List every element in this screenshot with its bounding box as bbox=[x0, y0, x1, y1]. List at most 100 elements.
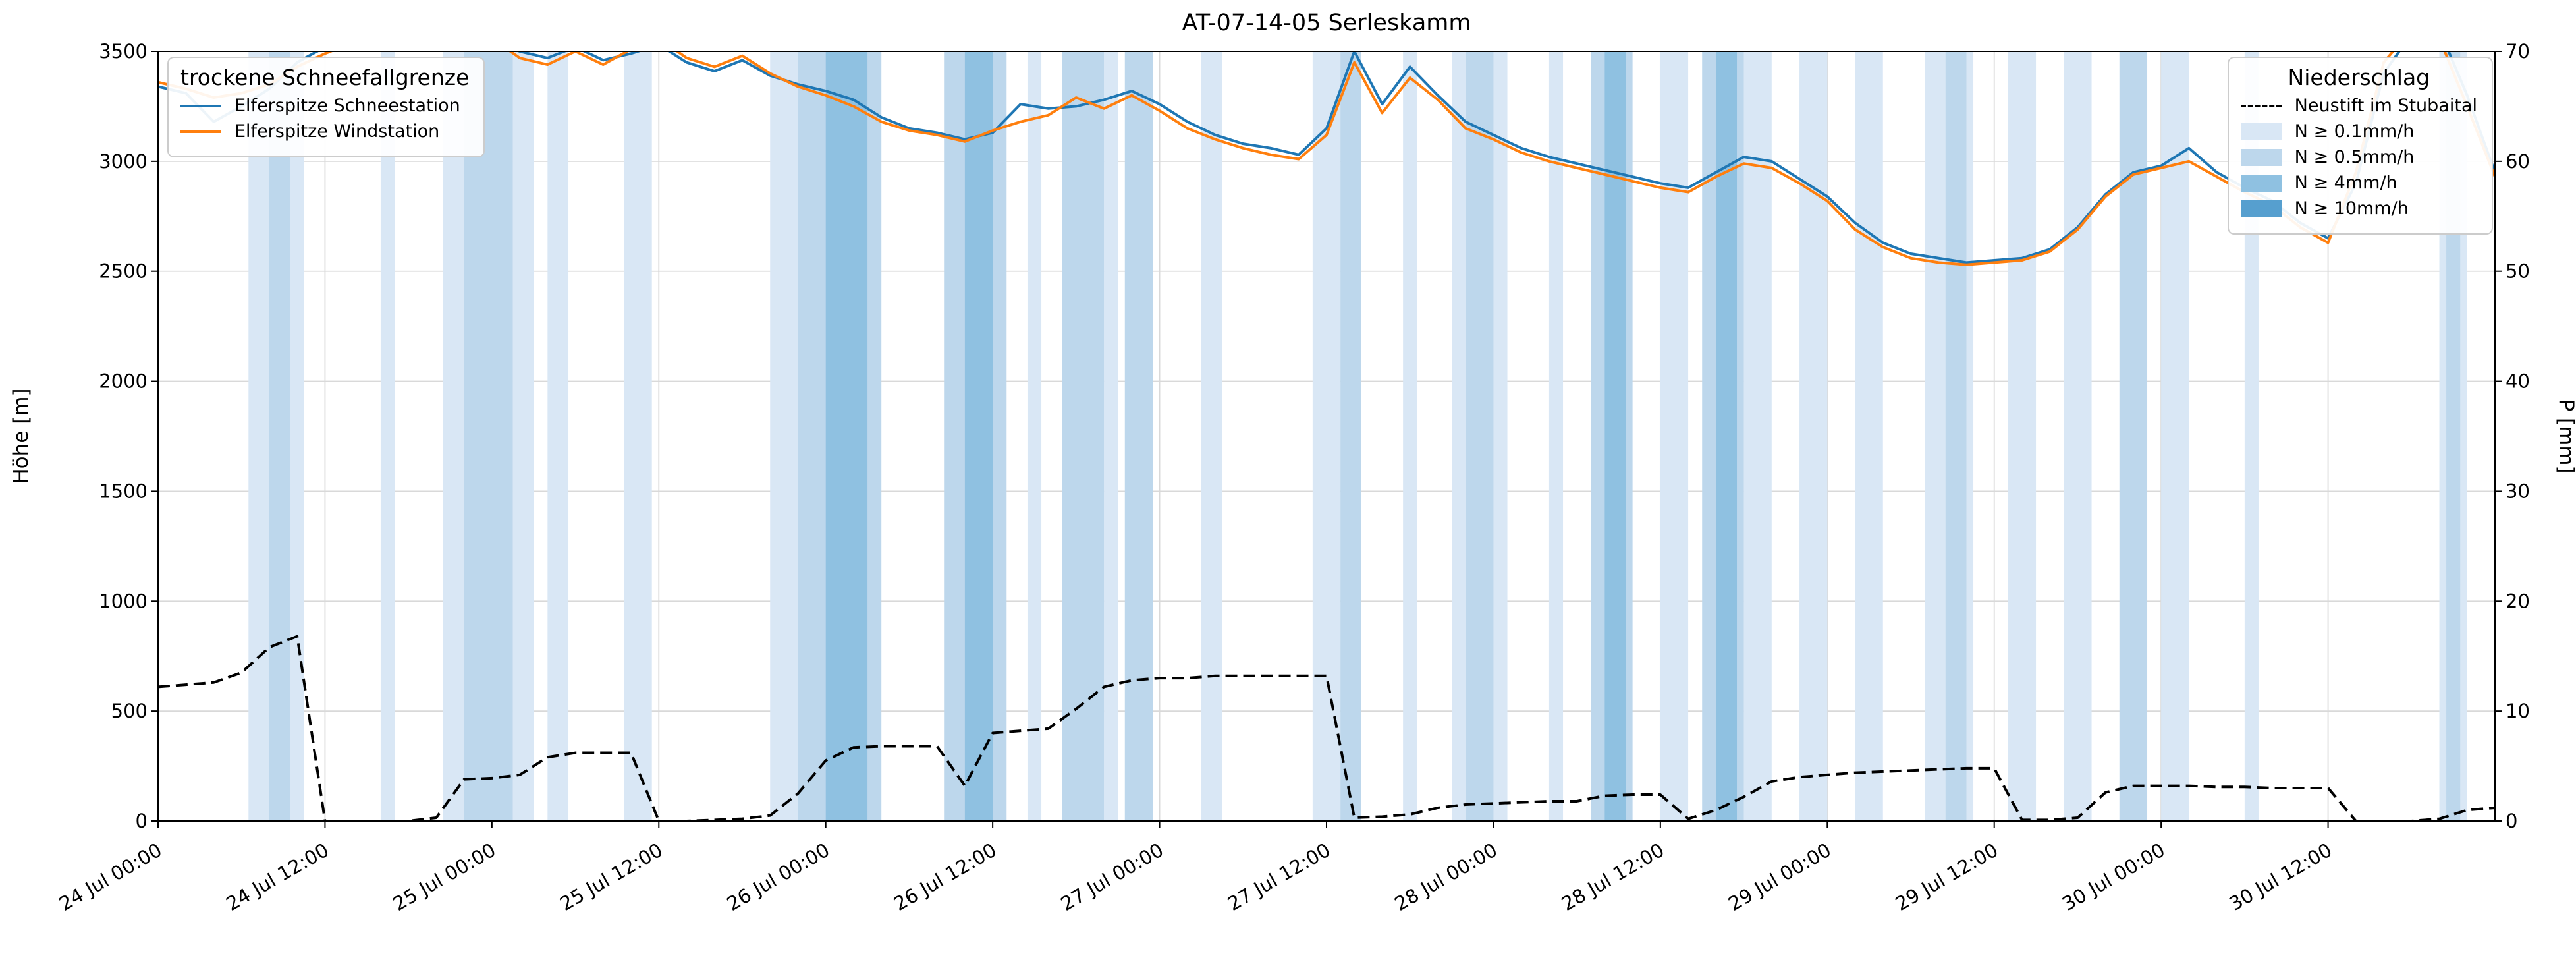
precip-band bbox=[2244, 51, 2259, 821]
precip-band bbox=[248, 51, 269, 821]
legend-item-band-4: N ≥ 4mm/h bbox=[2240, 173, 2477, 193]
precip-band bbox=[1743, 51, 1772, 821]
x-tick-label: 26 Jul 00:00 bbox=[723, 839, 834, 915]
x-tick-label: 30 Jul 00:00 bbox=[2058, 839, 2169, 915]
series-line bbox=[158, 635, 2495, 821]
series-line bbox=[158, 51, 2495, 266]
precip-band bbox=[2446, 51, 2461, 821]
legend-label-neustift: Neustift im Stubaital bbox=[2294, 96, 2477, 116]
line-swatch-windstation-icon bbox=[180, 130, 221, 133]
legend-precip: Niederschlag Neustift im Stubaital N ≥ 0… bbox=[2227, 57, 2493, 235]
series-lines bbox=[158, 51, 2495, 821]
y-left-tick-label: 2500 bbox=[99, 260, 148, 283]
band-swatch-01-icon bbox=[2240, 123, 2282, 140]
x-tick-label: 26 Jul 12:00 bbox=[890, 839, 1000, 915]
y-left-tick-label: 0 bbox=[136, 810, 148, 832]
y-left-tick-label: 500 bbox=[111, 700, 148, 722]
y-axis-left-label: Höhe [m] bbox=[9, 388, 33, 484]
x-tick-label: 24 Jul 12:00 bbox=[222, 839, 333, 915]
legend-label-band-10: N ≥ 10mm/h bbox=[2294, 198, 2409, 219]
precip-band bbox=[2119, 51, 2148, 821]
legend-label-windstation: Elferspitze Windstation bbox=[234, 121, 440, 142]
precip-band bbox=[1799, 51, 1828, 821]
precip-band bbox=[2161, 51, 2189, 821]
precip-band bbox=[1312, 51, 1341, 821]
precip-band bbox=[1104, 51, 1118, 821]
precip-band bbox=[1604, 51, 1626, 821]
legend-item-band-01: N ≥ 0.1mm/h bbox=[2240, 121, 2477, 142]
precip-band bbox=[1027, 51, 1042, 821]
dashed-line-swatch-icon bbox=[2240, 104, 2282, 107]
series-line bbox=[158, 51, 2495, 264]
legend-item-schneestation: Elferspitze Schneestation bbox=[180, 96, 469, 116]
legend-label-schneestation: Elferspitze Schneestation bbox=[234, 96, 460, 116]
y-right-tick-label: 10 bbox=[2506, 700, 2530, 722]
precip-band bbox=[1548, 51, 1564, 821]
precip-bands bbox=[248, 51, 2467, 821]
precip-band bbox=[1660, 51, 1689, 821]
legend-item-band-10: N ≥ 10mm/h bbox=[2240, 198, 2477, 219]
legend-label-band-4: N ≥ 4mm/h bbox=[2294, 173, 2398, 193]
y-right-tick-label: 20 bbox=[2506, 590, 2530, 612]
y-right-tick-label: 50 bbox=[2506, 260, 2530, 283]
x-tick-label: 25 Jul 12:00 bbox=[556, 839, 667, 915]
x-tick-label: 29 Jul 00:00 bbox=[1724, 839, 1835, 915]
x-tick-label: 27 Jul 12:00 bbox=[1224, 839, 1334, 915]
precip-band bbox=[2064, 51, 2092, 821]
precip-band bbox=[1855, 51, 1883, 821]
y-left-tick-label: 3500 bbox=[99, 40, 148, 63]
chart-title: AT-07-14-05 Serleskamm bbox=[1182, 10, 1471, 36]
legend-label-band-05: N ≥ 0.5mm/h bbox=[2294, 147, 2415, 167]
precip-band bbox=[290, 51, 304, 821]
x-tick-label: 27 Jul 00:00 bbox=[1056, 839, 1167, 915]
precip-band bbox=[512, 51, 534, 821]
precip-band bbox=[2008, 51, 2037, 821]
precip-band bbox=[1201, 51, 1222, 821]
precip-band bbox=[1945, 51, 1967, 821]
axes-spines bbox=[151, 51, 2502, 828]
precip-band bbox=[1466, 51, 1494, 821]
band-swatch-4-icon bbox=[2240, 174, 2282, 192]
y-right-tick-label: 70 bbox=[2506, 40, 2530, 63]
precip-band bbox=[1062, 51, 1105, 821]
precip-band bbox=[269, 51, 290, 821]
legend-snowline-title: trockene Schneefallgrenze bbox=[180, 65, 470, 90]
x-tick-label: 28 Jul 00:00 bbox=[1390, 839, 1501, 915]
y-right-tick-label: 40 bbox=[2506, 370, 2530, 393]
precip-band bbox=[1716, 51, 1738, 821]
y-left-tick-label: 2000 bbox=[99, 370, 148, 393]
precip-band bbox=[1340, 51, 1361, 821]
y-axis-right-label: P [mm] bbox=[2554, 399, 2576, 473]
y-left-tick-label: 1000 bbox=[99, 590, 148, 612]
x-tick-label: 28 Jul 12:00 bbox=[1558, 839, 1668, 915]
precip-band bbox=[443, 51, 464, 821]
precip-band bbox=[825, 51, 868, 821]
legend-item-neustift: Neustift im Stubaital bbox=[2240, 96, 2477, 116]
precip-band bbox=[464, 51, 513, 821]
y-left-tick-label: 1500 bbox=[99, 480, 148, 502]
y-right-tick-label: 60 bbox=[2506, 150, 2530, 173]
precip-band bbox=[770, 51, 798, 821]
legend-item-windstation: Elferspitze Windstation bbox=[180, 121, 469, 142]
x-tick-label: 25 Jul 00:00 bbox=[389, 839, 500, 915]
legend-precip-title: Niederschlag bbox=[2288, 65, 2430, 90]
legend-label-band-01: N ≥ 0.1mm/h bbox=[2294, 121, 2415, 142]
line-swatch-schneestation-icon bbox=[180, 104, 221, 107]
tick-labels: 0 500 1000 1500 2000 2500 3000 3500 0 10 20 30 40 50 6… bbox=[55, 40, 2530, 915]
x-tick-label: 29 Jul 12:00 bbox=[1892, 839, 2002, 915]
precip-band bbox=[1124, 51, 1153, 821]
y-left-tick-label: 3000 bbox=[99, 150, 148, 173]
band-swatch-10-icon bbox=[2240, 200, 2282, 217]
precip-band bbox=[1403, 51, 1417, 821]
legend-item-band-05: N ≥ 0.5mm/h bbox=[2240, 147, 2477, 167]
y-right-tick-label: 30 bbox=[2506, 480, 2530, 502]
x-tick-label: 30 Jul 12:00 bbox=[2225, 839, 2336, 915]
y-right-tick-label: 0 bbox=[2506, 810, 2517, 832]
x-tick-label: 24 Jul 00:00 bbox=[55, 839, 166, 915]
band-swatch-05-icon bbox=[2240, 148, 2282, 166]
legend-snowline: trockene Schneefallgrenze Elferspitze Sc… bbox=[167, 57, 485, 157]
precip-band bbox=[547, 51, 569, 821]
precip-band bbox=[964, 51, 993, 821]
